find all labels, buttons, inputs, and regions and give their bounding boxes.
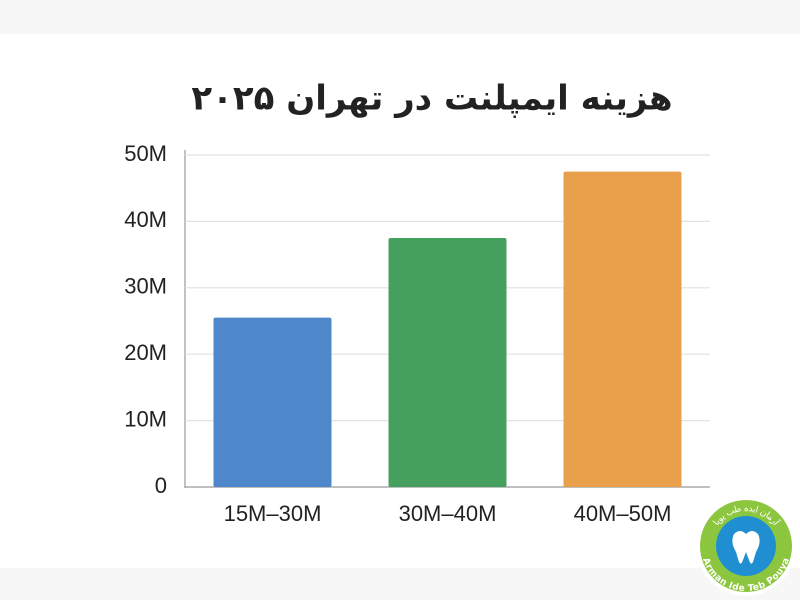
y-tick-label: 40M (124, 207, 167, 232)
chart-title: هزینه ایمپلنت در تهران ۲۰۲۵ (191, 79, 672, 119)
logo-tooth (732, 531, 760, 564)
y-tick-label: 30M (124, 274, 167, 299)
bar (388, 238, 507, 487)
x-tick-label: 30M–40M (399, 501, 497, 526)
y-tick-label: 10M (124, 406, 167, 431)
y-tick-label: 0 (155, 473, 167, 498)
y-tick-label: 20M (124, 340, 167, 365)
x-tick-label: 40M–50M (574, 501, 672, 526)
x-tick-label: 15M–30M (224, 501, 322, 526)
bar (563, 171, 682, 487)
bar (213, 317, 332, 487)
bottom-band (0, 568, 800, 600)
top-band (0, 0, 800, 34)
y-tick-label: 50M (124, 141, 167, 166)
logo: آرمان ایده طب پویا Arman Ide Teb Pouya (696, 496, 796, 596)
